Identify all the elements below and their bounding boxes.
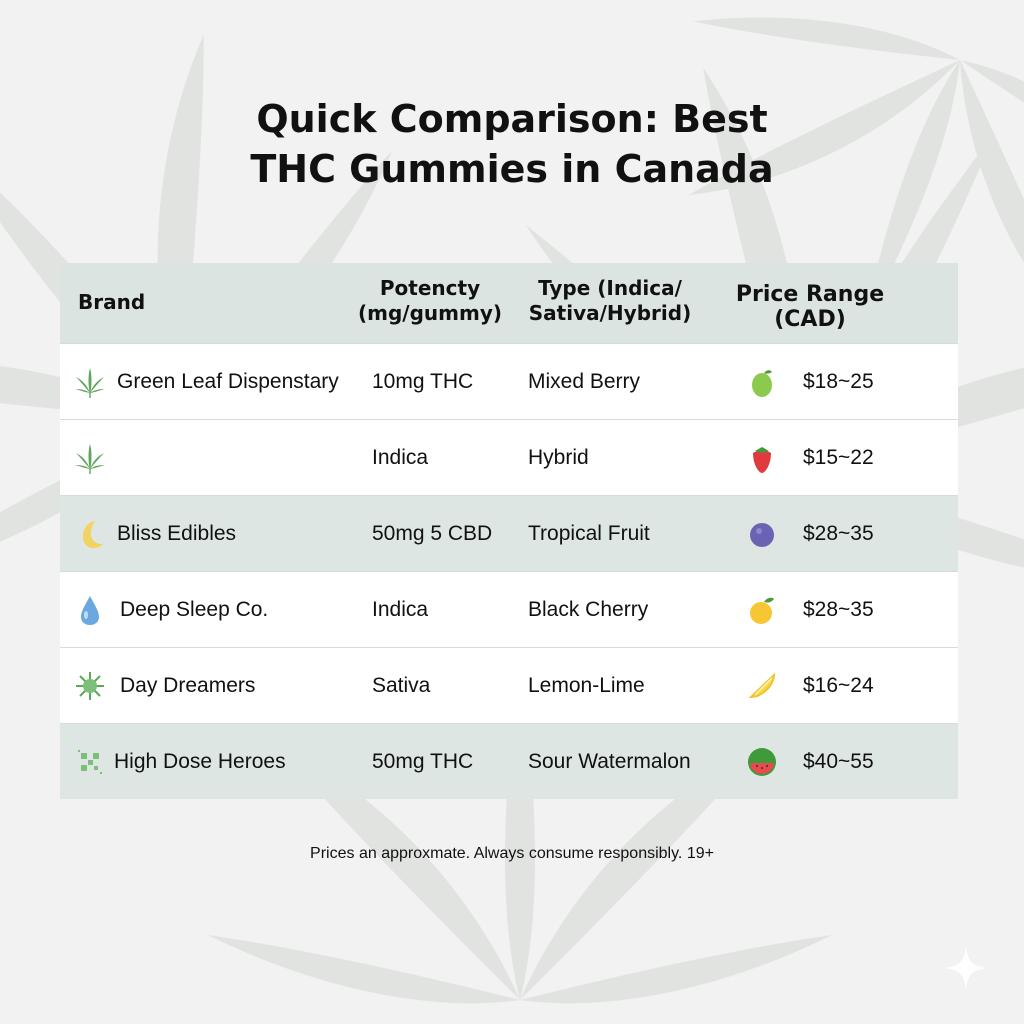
- price-range: $28~35: [803, 597, 874, 621]
- brand-name: High Dose Heroes: [114, 749, 286, 773]
- table-row: High Dose Heroes 50mg THC Sour Watermalon $…: [60, 723, 958, 799]
- flavor-type: Hybrid: [528, 445, 589, 469]
- potency: Indica: [372, 597, 429, 621]
- page-title: Quick Comparison: Best THC Gummies in Ca…: [0, 94, 1024, 194]
- flavor-type: Lemon-Lime: [528, 673, 645, 697]
- potency: 10mg THC: [372, 369, 474, 393]
- price-range: $18~25: [803, 369, 874, 393]
- brand-name: Deep Sleep Co.: [120, 597, 269, 621]
- header-brand: Brand: [78, 290, 146, 314]
- potency: Indica: [372, 445, 429, 469]
- brand-name: Day Dreamers: [120, 673, 256, 697]
- flavor-type: Mixed Berry: [528, 369, 641, 393]
- watermelon-icon: [748, 747, 776, 776]
- qr-code-icon: [78, 749, 102, 774]
- cannabis-leaf-icon: [75, 443, 105, 474]
- potency: 50mg 5 CBD: [372, 521, 493, 545]
- flavor-type: Sour Watermalon: [528, 749, 691, 773]
- table-row: Indica Hybrid $15~22: [60, 419, 958, 495]
- header-price: Price Range (CAD): [735, 282, 885, 332]
- brand-name: Bliss Edibles: [117, 521, 237, 545]
- table-row: Green Leaf Dispenstary 10mg THC Mixed Berr…: [60, 343, 958, 419]
- table-row: Bliss Edibles 50mg 5 CBD Tropical Fruit $28…: [60, 495, 958, 571]
- price-range: $40~55: [803, 749, 874, 773]
- cannabis-leaf-icon: [75, 367, 105, 398]
- blueberry-icon: [750, 522, 774, 547]
- green-apple-icon: [752, 369, 772, 397]
- brand-name: Green Leaf Dispenstary: [117, 369, 339, 393]
- header-type: Type (Indica/Sativa/Hybrid): [528, 276, 692, 325]
- header-potency: Potencty (mg/gummy): [357, 276, 502, 325]
- orange-icon: [750, 597, 774, 624]
- title-line-1: Quick Comparison: Best: [256, 97, 768, 141]
- flavor-type: Tropical Fruit: [528, 521, 650, 545]
- price-range: $15~22: [803, 445, 874, 469]
- table-row: Day Dreamers Sativa Lemon-Lime $16~24: [60, 647, 958, 723]
- potency: 50mg THC: [372, 749, 474, 773]
- lemon-slice-icon: [748, 671, 776, 698]
- comparison-table: Brand Potencty (mg/gummy) Type (Indica/Sa…: [60, 263, 958, 799]
- crescent-moon-icon: [82, 520, 103, 548]
- sun-icon: [76, 671, 104, 700]
- water-drop-icon: [81, 595, 99, 625]
- potency: Sativa: [372, 673, 431, 697]
- strawberry-icon: [753, 446, 771, 473]
- price-range: $28~35: [803, 521, 874, 545]
- sparkle-icon: [944, 946, 988, 990]
- price-range: $16~24: [803, 673, 874, 697]
- title-line-2: THC Gummies in Canada: [250, 147, 774, 191]
- footer-disclaimer: Prices an approxmate. Always consume res…: [310, 845, 714, 862]
- table-header: Brand Potencty (mg/gummy) Type (Indica/Sa…: [60, 263, 958, 343]
- table-row: Deep Sleep Co. Indica Black Cherry $28~35: [60, 571, 958, 647]
- flavor-type: Black Cherry: [528, 597, 649, 621]
